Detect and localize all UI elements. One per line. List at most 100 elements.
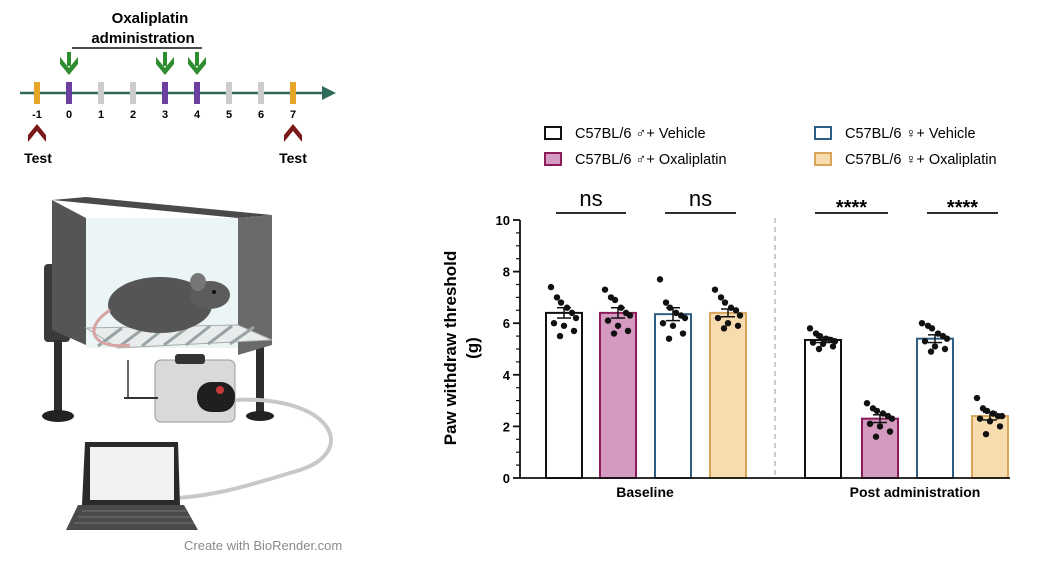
injection-arrow-icon [156, 57, 174, 75]
day-label: 1 [98, 109, 104, 121]
data-point [681, 314, 689, 322]
data-point [927, 348, 935, 355]
data-point [876, 423, 884, 430]
significance-label: **** [836, 197, 867, 219]
data-points [547, 276, 1006, 440]
biorender-credit: Create with BioRender.com [184, 538, 343, 553]
injection-arrow-shaft [163, 52, 167, 66]
x-group-label: Post administration [850, 484, 981, 500]
data-point [711, 286, 719, 293]
day-tick-3 [162, 82, 168, 104]
injection-arrows [60, 52, 206, 75]
legend-label: C57BL/6 ♀+ Oxaliplatin [845, 152, 997, 168]
day-label: 6 [258, 109, 264, 121]
data-point [665, 335, 673, 342]
bar [916, 337, 954, 479]
day-label: 3 [162, 109, 168, 121]
data-point [822, 335, 830, 342]
timeline-arrowhead-icon [322, 86, 336, 100]
data-point [721, 299, 729, 306]
data-point [973, 394, 981, 402]
injection-arrow-shaft [67, 52, 71, 66]
data-point [560, 322, 568, 329]
mouse-icon [108, 277, 212, 333]
data-point [829, 343, 837, 350]
von-frey-apparatus-illustration [42, 197, 333, 530]
data-point [888, 415, 896, 422]
data-point [617, 304, 625, 311]
data-point [873, 407, 881, 415]
timeline: Oxaliplatin administration -1 0 1 2 3 4 5 6 7 Te… [20, 10, 336, 166]
data-point [815, 345, 823, 353]
chamber-right-wall [238, 215, 272, 355]
data-point [941, 345, 949, 353]
data-point [831, 338, 839, 345]
day-tick-0 [66, 82, 72, 104]
data-point [931, 343, 939, 350]
data-point [656, 276, 664, 283]
significance-annotations: ns ns **** **** [556, 186, 998, 219]
data-point [819, 340, 827, 348]
day-label: 4 [194, 109, 201, 121]
data-point [659, 320, 667, 327]
y-tick-label: 0 [503, 471, 510, 486]
y-tick-label: 2 [503, 419, 510, 434]
legend-label: C57BL/6 ♂+ Vehicle [575, 126, 706, 142]
data-point [666, 304, 674, 311]
day-tick-1 [98, 82, 104, 104]
data-point [921, 338, 929, 345]
data-point [809, 339, 817, 346]
device-lens [197, 382, 235, 412]
data-point [863, 399, 871, 407]
data-point [672, 309, 680, 317]
day-label: 0 [66, 109, 72, 121]
data-point [943, 335, 951, 342]
data-point [732, 307, 740, 314]
laptop-screen [90, 447, 174, 500]
data-point [998, 412, 1006, 420]
data-point [934, 330, 942, 337]
day-tick-5 [226, 82, 232, 104]
y-axis-label-line2: (g) [463, 337, 482, 359]
legend-swatch [814, 126, 832, 140]
y-tick-label: 4 [503, 368, 511, 383]
data-point [572, 314, 580, 322]
data-point [547, 283, 555, 291]
day-label: 5 [226, 109, 232, 121]
y-tick-label: 8 [503, 265, 510, 280]
data-point [866, 420, 874, 428]
data-point [976, 415, 984, 422]
data-point [986, 418, 994, 425]
chamber-top [52, 197, 272, 218]
day-label: 7 [290, 109, 296, 121]
timeline-title-line2: administration [91, 30, 194, 47]
test-label-right: Test [279, 150, 307, 166]
legend-label: C57BL/6 ♀+ Vehicle [845, 126, 976, 142]
data-point [989, 410, 997, 417]
data-point [918, 320, 926, 327]
data-point [570, 327, 578, 335]
legend-swatch [544, 126, 562, 140]
data-point [736, 312, 744, 319]
injection-arrow-icon [60, 57, 78, 75]
y-axis-label-line1: Paw withdraw threshold [441, 251, 460, 446]
data-point [624, 327, 632, 335]
data-point [996, 423, 1004, 430]
y-tick-label: 10 [496, 213, 510, 228]
data-point [604, 317, 612, 324]
y-axis: 0 2 4 6 8 10 [496, 213, 521, 486]
data-point [626, 312, 634, 319]
day-tick-6 [258, 82, 264, 104]
data-point [879, 410, 887, 417]
bar [545, 311, 583, 479]
data-point [982, 430, 990, 438]
data-point [553, 294, 561, 301]
legend-swatch [814, 152, 832, 166]
test-arrow-icon [28, 124, 46, 142]
day-ticks [34, 82, 296, 104]
bar [599, 311, 637, 479]
day-labels: -1 0 1 2 3 4 5 6 7 [32, 109, 296, 121]
data-point [679, 330, 687, 337]
data-point [872, 433, 880, 440]
significance-label: **** [947, 197, 978, 219]
